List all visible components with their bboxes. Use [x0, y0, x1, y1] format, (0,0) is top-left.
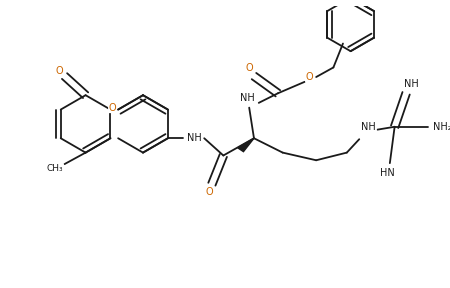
Text: NH₂: NH₂	[433, 122, 450, 132]
Text: O: O	[205, 187, 213, 197]
Text: HN: HN	[380, 168, 394, 178]
Text: CH₃: CH₃	[47, 164, 63, 173]
Text: NH: NH	[187, 133, 202, 143]
Text: NH: NH	[240, 93, 255, 103]
Text: O: O	[245, 63, 253, 73]
Text: O: O	[108, 103, 116, 113]
Text: NH: NH	[405, 79, 419, 89]
Text: O: O	[56, 66, 63, 76]
Polygon shape	[238, 138, 254, 152]
Text: O: O	[306, 72, 313, 82]
Text: NH: NH	[361, 122, 376, 132]
